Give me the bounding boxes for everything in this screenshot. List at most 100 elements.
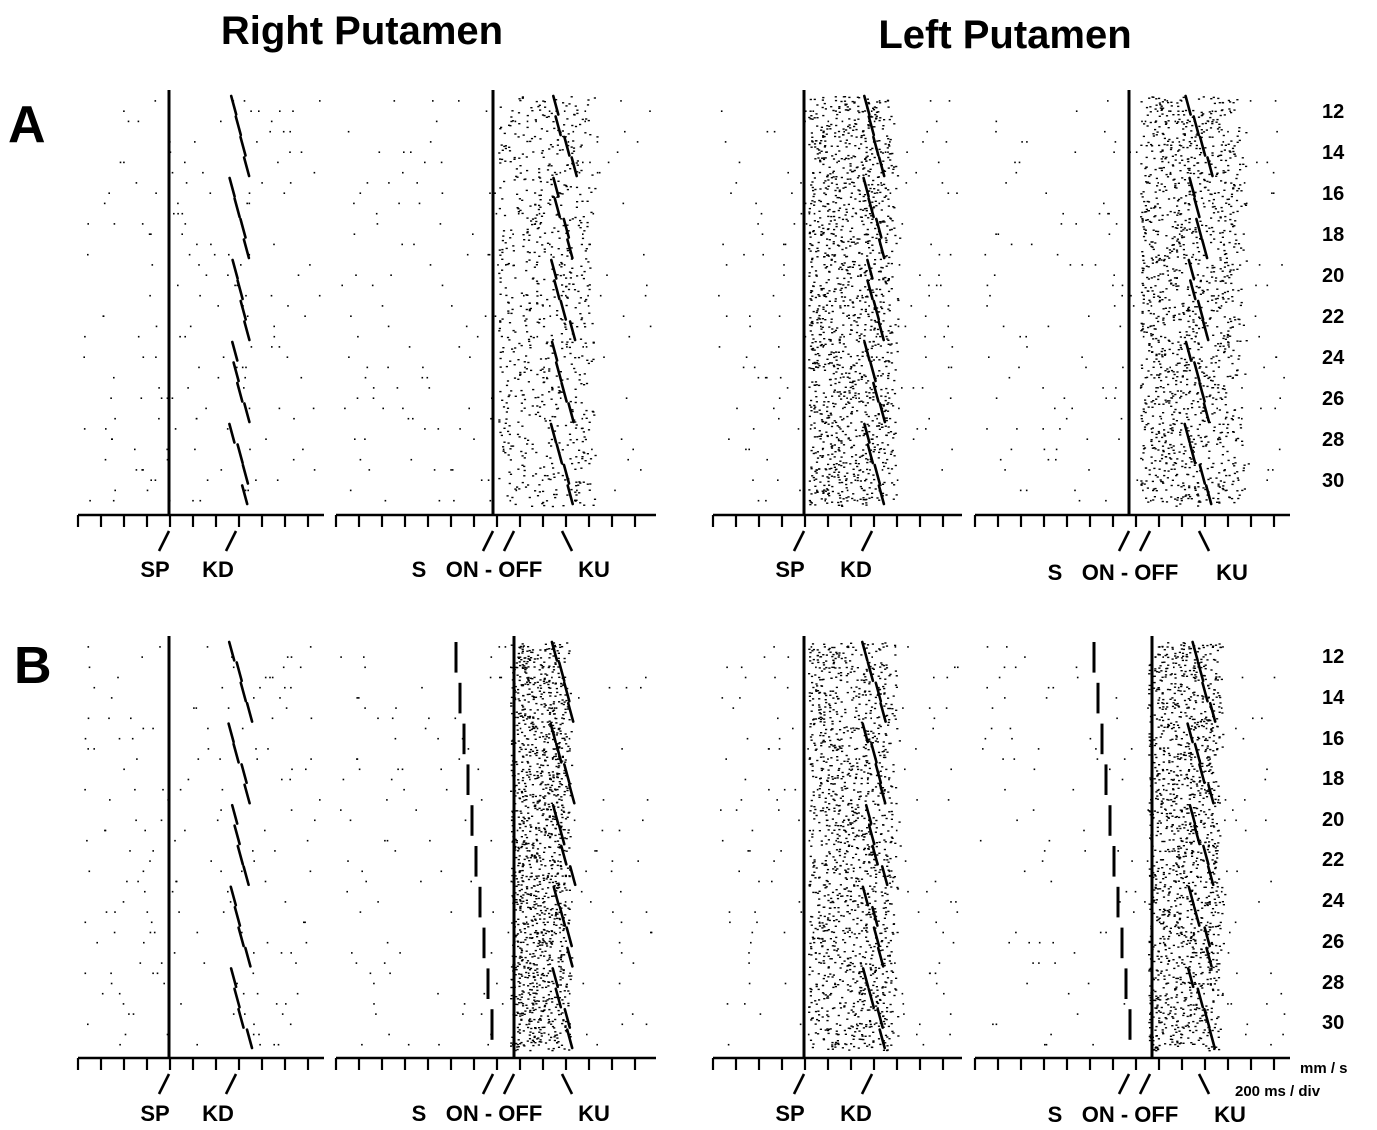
spike	[861, 111, 864, 113]
spike	[1208, 395, 1211, 398]
spike	[929, 100, 932, 102]
spike	[819, 142, 822, 144]
spike	[826, 175, 829, 178]
spike	[835, 432, 838, 434]
spike	[1170, 446, 1173, 449]
spike	[490, 839, 493, 842]
spike	[813, 220, 816, 222]
spike	[1211, 276, 1214, 278]
spike	[512, 250, 515, 252]
spike	[1157, 339, 1160, 342]
event-marker	[228, 176, 236, 198]
spike	[129, 850, 131, 852]
spike	[228, 253, 230, 256]
spike	[822, 441, 825, 443]
spike	[1213, 426, 1216, 428]
spike	[528, 414, 531, 416]
spike	[555, 214, 558, 216]
spike	[876, 497, 879, 499]
spike	[1163, 429, 1166, 431]
spike	[1182, 236, 1186, 238]
spike	[571, 218, 574, 220]
spike	[865, 160, 868, 162]
spike	[888, 310, 891, 312]
spike	[1105, 499, 1107, 502]
spike	[520, 389, 523, 392]
spike	[536, 681, 539, 683]
spike	[1202, 372, 1206, 374]
spike	[847, 154, 850, 157]
spike	[1181, 159, 1184, 161]
spike	[1204, 436, 1207, 438]
spike	[1226, 375, 1229, 378]
spike	[862, 499, 865, 501]
spike	[1142, 235, 1146, 238]
spike	[581, 417, 584, 420]
spike	[537, 208, 540, 211]
spike	[869, 329, 872, 331]
spike	[1192, 446, 1195, 449]
spike	[1142, 489, 1144, 492]
spike	[1223, 385, 1226, 387]
spike	[206, 479, 209, 481]
event-marker	[233, 987, 241, 1009]
spike	[1212, 119, 1215, 121]
spike	[437, 428, 440, 430]
spike	[880, 293, 883, 296]
spike	[1144, 120, 1147, 123]
spike	[1210, 163, 1213, 165]
spike	[561, 193, 564, 195]
spike	[1104, 130, 1106, 133]
spike	[534, 490, 537, 492]
spike	[847, 437, 850, 439]
spike	[1227, 99, 1230, 102]
event-marker	[1188, 443, 1197, 465]
spike	[1226, 275, 1229, 277]
spike	[501, 1003, 504, 1005]
spike	[1180, 499, 1183, 502]
spike	[845, 462, 848, 464]
event-marker	[549, 422, 558, 444]
spike	[535, 280, 539, 282]
spike	[561, 149, 564, 151]
spike	[554, 646, 557, 648]
spike	[241, 870, 243, 873]
spike	[429, 839, 431, 842]
spike	[1236, 340, 1239, 342]
spike	[512, 351, 515, 353]
spike	[867, 125, 870, 127]
spike	[1258, 335, 1260, 338]
spike	[866, 98, 869, 100]
event-marker	[1188, 176, 1196, 198]
spike	[583, 436, 586, 438]
spike	[1197, 176, 1200, 179]
spike	[503, 214, 507, 217]
spike	[873, 263, 876, 265]
spike	[858, 456, 862, 458]
spike	[883, 312, 886, 315]
spike	[1107, 212, 1109, 215]
spike	[1179, 381, 1182, 383]
spike	[499, 106, 502, 108]
spike	[1166, 368, 1169, 370]
spike	[833, 331, 836, 333]
spike	[636, 141, 639, 143]
spike	[868, 171, 871, 173]
spike	[521, 153, 524, 155]
spike	[553, 430, 557, 432]
spike	[830, 467, 833, 470]
spike	[569, 748, 571, 750]
spike	[514, 331, 517, 333]
spike	[1175, 122, 1179, 124]
spike	[578, 171, 581, 174]
spike	[1164, 441, 1167, 444]
spike	[1193, 140, 1197, 142]
spike	[1212, 145, 1215, 147]
spike	[891, 220, 894, 222]
spike	[812, 347, 815, 350]
spike	[578, 379, 581, 381]
spike	[845, 129, 848, 131]
spike	[1208, 136, 1211, 138]
spike	[269, 130, 271, 133]
spike	[817, 294, 820, 296]
